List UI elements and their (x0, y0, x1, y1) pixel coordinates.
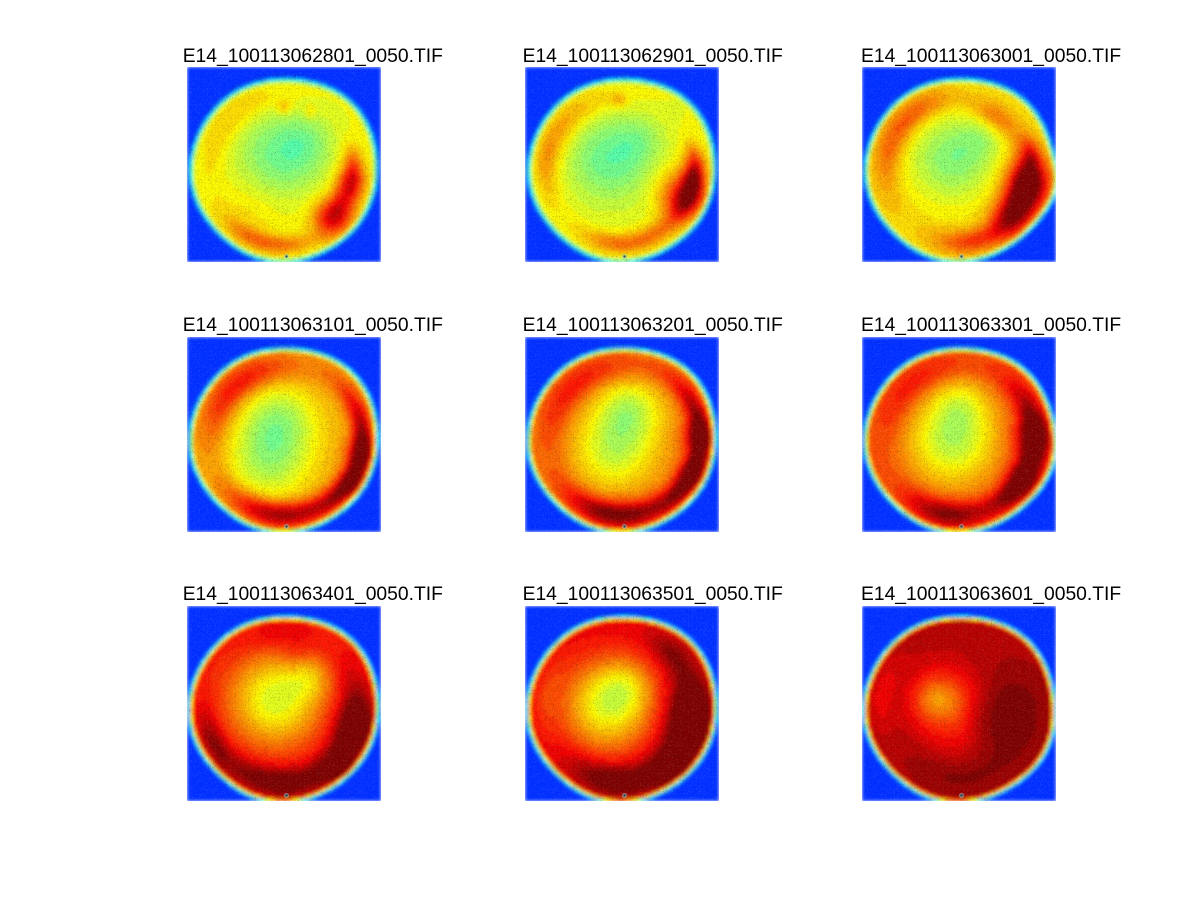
svg-text:E14_100113062801_0050.TIF: E14_100113062801_0050.TIF (183, 46, 443, 67)
svg-text:E14_100113063601_0050.TIF: E14_100113063601_0050.TIF (861, 584, 1121, 605)
svg-text:E14_100113063101_0050.TIF: E14_100113063101_0050.TIF (183, 315, 443, 336)
svg-text:E14_100113063501_0050.TIF: E14_100113063501_0050.TIF (523, 584, 783, 605)
svg-text:E14_100113063201_0050.TIF: E14_100113063201_0050.TIF (523, 315, 783, 336)
svg-text:E14_100113063001_0050.TIF: E14_100113063001_0050.TIF (861, 46, 1121, 67)
svg-text:E14_100113063301_0050.TIF: E14_100113063301_0050.TIF (861, 315, 1121, 336)
svg-text:E14_100113062901_0050.TIF: E14_100113062901_0050.TIF (523, 46, 783, 67)
svg-text:E14_100113063401_0050.TIF: E14_100113063401_0050.TIF (183, 584, 443, 605)
